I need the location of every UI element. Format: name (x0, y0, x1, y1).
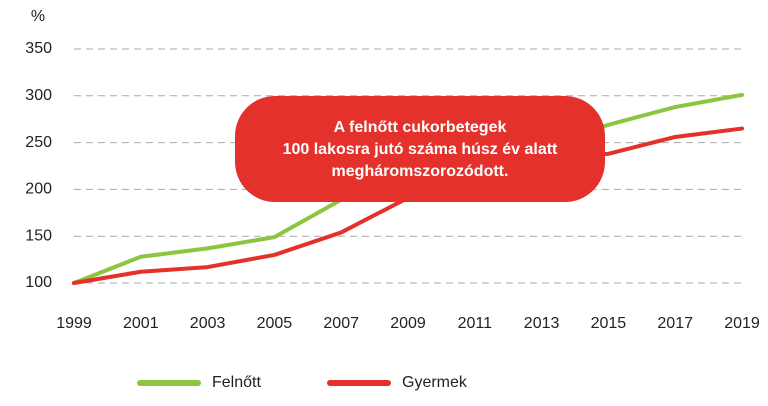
x-tick-label: 2009 (390, 315, 426, 332)
x-tick-label: 2013 (524, 315, 560, 332)
x-tick-label: 2015 (591, 315, 627, 332)
x-tick-label: 2011 (458, 315, 493, 332)
y-tick-label: 250 (25, 134, 52, 151)
legend-label: Gyermek (402, 374, 468, 391)
annotation-box (235, 96, 605, 202)
annotation-text: 100 lakosra jutó száma húsz év alatt (283, 141, 558, 158)
annotation-text: megháromszorozódott. (332, 163, 509, 180)
x-tick-label: 2001 (123, 315, 159, 332)
x-tick-label: 2003 (190, 315, 226, 332)
annotation-text: A felnőtt cukorbetegek (334, 119, 507, 136)
y-tick-label: 300 (25, 87, 52, 104)
y-tick-label: 350 (25, 40, 52, 57)
y-tick-label: 150 (25, 227, 52, 244)
y-tick-label: 200 (25, 181, 52, 198)
y-axis-label: % (31, 8, 45, 25)
x-tick-label: 2007 (323, 315, 359, 332)
x-tick-label: 1999 (56, 315, 92, 332)
x-tick-label: 2019 (724, 315, 760, 332)
legend-label: Felnőtt (212, 374, 261, 391)
x-tick-label: 2005 (257, 315, 293, 332)
y-tick-label: 100 (25, 274, 52, 291)
x-tick-label: 2017 (657, 315, 693, 332)
